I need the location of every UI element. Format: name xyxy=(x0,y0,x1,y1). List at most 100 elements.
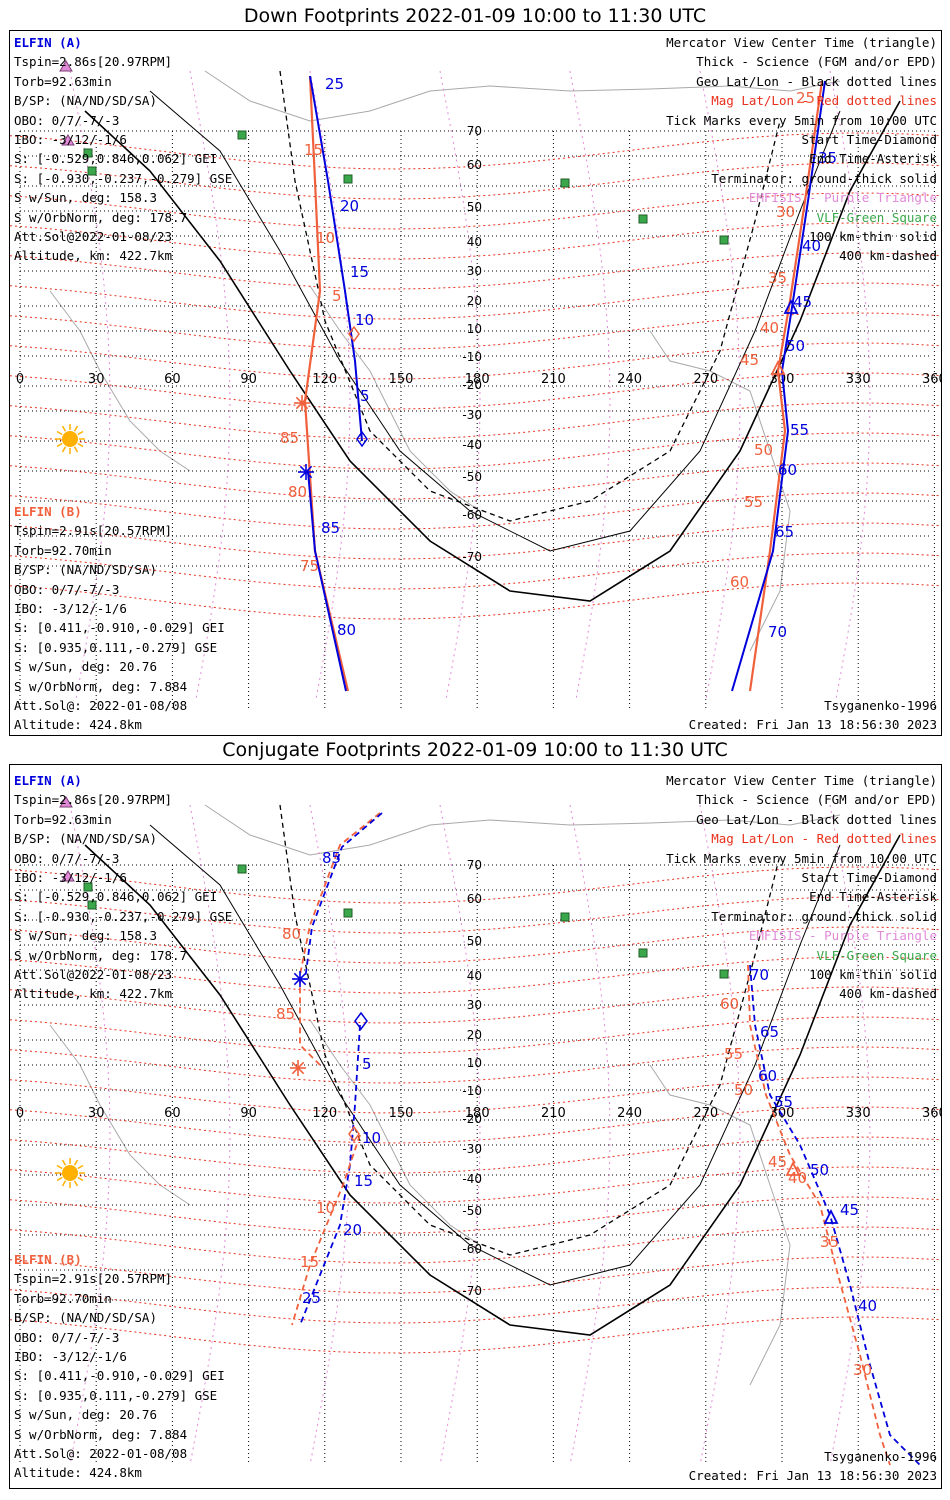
elfin-b-tick-label: 50 xyxy=(734,1081,753,1099)
coastline xyxy=(649,1064,791,1386)
elfin-a-info: ELFIN (A) Tspin=2.86s[20.97RPM] Torb=92.… xyxy=(14,33,232,266)
elfin-a-tick-label: 25 xyxy=(325,75,344,93)
legend-item: End Time-Asterisk xyxy=(809,889,937,905)
elfin-a-tick-label: 20 xyxy=(340,197,359,215)
lon-tick-label: 30 xyxy=(88,1106,105,1121)
sun-ray xyxy=(56,1164,63,1170)
legend: Mercator View Center Time (triangle) Thi… xyxy=(666,771,937,1004)
mag-lat-curve xyxy=(10,926,941,964)
elfin-b-tick-label: 60 xyxy=(730,573,749,591)
elfin-b-tick-label-blue: 80 xyxy=(337,621,356,639)
lon-tick-label: 60 xyxy=(164,372,181,387)
elfin-a-tick-label: 55 xyxy=(774,1093,793,1111)
lat-tick-label: 70 xyxy=(467,858,482,872)
coastline xyxy=(204,804,841,856)
elfin-b-tick-label: 50 xyxy=(754,441,773,459)
lon-tick-label: 60 xyxy=(164,1106,181,1121)
vlf-station-square xyxy=(719,969,729,979)
end-asterisk-icon xyxy=(295,396,309,410)
elfin-b-tick-label: 55 xyxy=(724,1045,743,1063)
elfin-b-line: Altitude: 424.8km xyxy=(14,717,142,733)
sun-ray xyxy=(61,1159,67,1166)
mag-lat-curve xyxy=(10,342,941,380)
lon-tick-label: 150 xyxy=(389,372,414,387)
lat-tick-label: 60 xyxy=(467,158,482,172)
vlf-station-square xyxy=(83,148,93,158)
elfin-b-track xyxy=(291,1134,361,1326)
view-center-triangle-icon xyxy=(783,298,799,314)
lon-tick-label: 30 xyxy=(88,372,105,387)
legend-item: Terminator: ground-thick solid xyxy=(711,908,937,924)
legend-item: Thick - Science (FGM and/or EPD) xyxy=(696,54,937,70)
mag-lat-curve xyxy=(10,866,941,904)
mag-lat-curve xyxy=(10,372,941,410)
elfin-a-tick-label: 45 xyxy=(793,293,812,311)
lat-tick-label: -70 xyxy=(462,1284,482,1298)
lat-tick-label: 60 xyxy=(467,892,482,906)
terminator-100km xyxy=(149,90,841,552)
sun-ray xyxy=(56,1176,63,1182)
lat-tick-label: -70 xyxy=(462,550,482,564)
legend-item: VLF-Green Square xyxy=(816,947,937,963)
mag-lat-curve xyxy=(10,462,941,500)
lat-tick-label: 30 xyxy=(467,998,482,1012)
down-footprints-panel: 0306090120150180210240270300330360706050… xyxy=(9,30,942,736)
lat-tick-label: 20 xyxy=(467,294,482,308)
elfin-b-tick-label: 5 xyxy=(332,287,342,305)
elfin-a-line: S w/OrbNorm, deg: 178.7 xyxy=(14,209,188,225)
mag-lat-curve xyxy=(10,552,941,590)
emfisis-triangle-icon xyxy=(59,60,73,72)
model-label: Tsyganenko-1996 xyxy=(824,698,937,713)
elfin-b-line: Tspin=2.91s[20.57RPM] xyxy=(14,1271,173,1287)
sun-ray xyxy=(61,446,67,453)
legend: Mercator View Center Time (triangle) Thi… xyxy=(666,33,937,266)
coastline xyxy=(49,290,191,472)
terminator-400km xyxy=(279,804,781,1256)
legend-item: Geo Lat/Lon - Black dotted lines xyxy=(696,73,937,89)
elfin-b-tick-label: 40 xyxy=(788,1169,807,1187)
start-diamond-icon xyxy=(354,1011,368,1031)
elfin-a-tick-label: 50 xyxy=(810,1161,829,1179)
lat-tick-label: -10 xyxy=(462,350,482,364)
lon-tick-label: 0 xyxy=(16,1106,24,1121)
lat-tick-label: -30 xyxy=(462,1142,482,1156)
elfin-b-tick-label: 35 xyxy=(820,1233,839,1251)
vlf-station-square xyxy=(638,214,648,224)
sun-ray xyxy=(77,442,84,448)
legend-item: Start Time-Diamond xyxy=(801,131,937,147)
elfin-b-line: S w/OrbNorm, deg: 7.884 xyxy=(14,678,188,694)
mag-lat-curve xyxy=(10,986,941,1024)
legend-item: 400 km-dashed xyxy=(839,986,937,1002)
lat-tick-label: -60 xyxy=(462,508,482,522)
elfin-b-line: IBO: -3/12/-1/6 xyxy=(14,1348,127,1364)
elfin-b-label: ELFIN (B) xyxy=(14,1252,82,1267)
elfin-b-tick-label: 45 xyxy=(740,351,759,369)
elfin-a-tick-label: 40 xyxy=(858,1297,877,1315)
elfin-b-line: Altitude: 424.8km xyxy=(14,1465,142,1481)
terminator-ground xyxy=(84,100,901,602)
lon-tick-label: 330 xyxy=(846,372,871,387)
legend-item: 100 km-thin solid xyxy=(809,966,937,982)
elfin-a-tick-label: 65 xyxy=(775,523,794,541)
elfin-b-tick-label: 35 xyxy=(768,269,787,287)
elfin-a-line: S: [-0.930,-0.237,-0.279] GSE xyxy=(14,908,233,924)
vlf-station-square xyxy=(83,882,93,892)
lat-tick-label: -10 xyxy=(462,1084,482,1098)
legend-item: Thick - Science (FGM and/or EPD) xyxy=(696,792,937,808)
elfin-a-track xyxy=(304,812,383,981)
elfin-b-line: Att.Sol@: 2022-01-08/08 xyxy=(14,1445,188,1461)
elfin-b-line: OBO: 0/7/-7/-3 xyxy=(14,1329,120,1345)
view-center-triangle-icon xyxy=(823,1208,839,1224)
view-center-triangle-icon xyxy=(770,359,786,375)
elfin-a-line: Tspin=2.86s[20.97RPM] xyxy=(14,54,173,70)
sun-ray xyxy=(61,1180,67,1187)
legend-item: Mag Lat/Lon - Red dotted lines xyxy=(711,831,937,847)
lon-tick-label: 120 xyxy=(312,372,337,387)
elfin-b-tick-label: 10 xyxy=(316,1199,335,1217)
lon-tick-label: 0 xyxy=(16,372,24,387)
mag-lat-curve xyxy=(10,1076,941,1114)
elfin-a-line: S: [-0.529,0.846,0.062] GEI xyxy=(14,151,218,167)
legend-item: Tick Marks every 5min from 10:00 UTC xyxy=(666,850,937,866)
elfin-b-line: S: [0.411,-0.910,-0.029] GEI xyxy=(14,620,225,636)
mag-lon-curve xyxy=(69,70,111,702)
